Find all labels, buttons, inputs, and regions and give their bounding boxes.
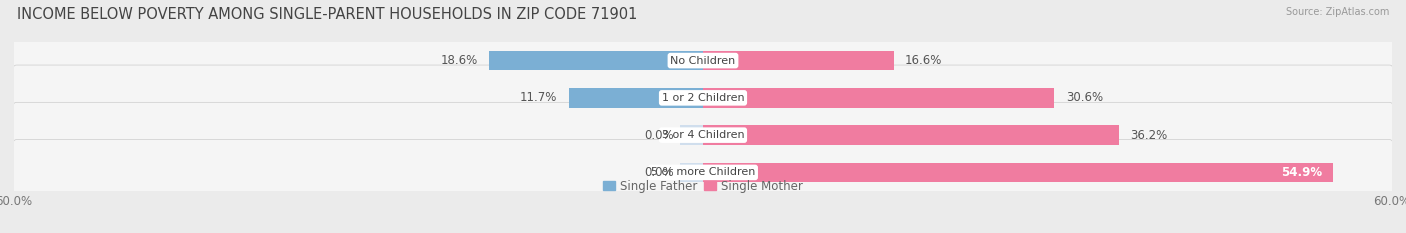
- Text: 11.7%: 11.7%: [520, 91, 557, 104]
- Text: 0.0%: 0.0%: [645, 166, 675, 179]
- Text: 1 or 2 Children: 1 or 2 Children: [662, 93, 744, 103]
- Text: 0.0%: 0.0%: [645, 129, 675, 142]
- Text: 54.9%: 54.9%: [1281, 166, 1322, 179]
- FancyBboxPatch shape: [11, 140, 1395, 205]
- Text: INCOME BELOW POVERTY AMONG SINGLE-PARENT HOUSEHOLDS IN ZIP CODE 71901: INCOME BELOW POVERTY AMONG SINGLE-PARENT…: [17, 7, 637, 22]
- Bar: [681, 163, 703, 182]
- FancyBboxPatch shape: [11, 102, 1395, 168]
- Bar: [489, 51, 703, 70]
- Bar: [681, 125, 703, 145]
- Legend: Single Father, Single Mother: Single Father, Single Mother: [603, 180, 803, 193]
- Text: 5 or more Children: 5 or more Children: [651, 168, 755, 177]
- Text: Source: ZipAtlas.com: Source: ZipAtlas.com: [1285, 7, 1389, 17]
- Bar: [703, 51, 894, 70]
- Bar: [703, 125, 1119, 145]
- Text: 18.6%: 18.6%: [440, 54, 478, 67]
- FancyBboxPatch shape: [11, 28, 1395, 93]
- Text: 36.2%: 36.2%: [1130, 129, 1167, 142]
- Bar: [568, 88, 703, 108]
- Text: No Children: No Children: [671, 56, 735, 65]
- FancyBboxPatch shape: [11, 65, 1395, 131]
- Text: 30.6%: 30.6%: [1066, 91, 1102, 104]
- Bar: [703, 163, 1333, 182]
- Text: 16.6%: 16.6%: [905, 54, 942, 67]
- Bar: [703, 88, 1054, 108]
- Text: 3 or 4 Children: 3 or 4 Children: [662, 130, 744, 140]
